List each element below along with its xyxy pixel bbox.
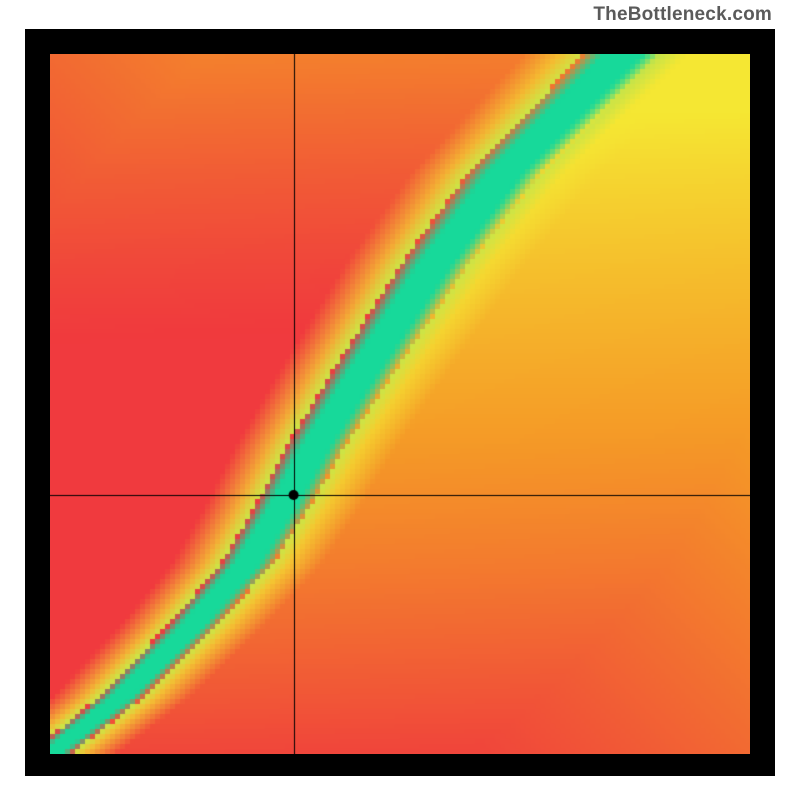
root-container: TheBottleneck.com xyxy=(0,0,800,800)
heatmap-canvas xyxy=(50,54,750,754)
chart-frame xyxy=(25,29,775,776)
plot-area xyxy=(50,54,750,754)
attribution-text: TheBottleneck.com xyxy=(593,4,772,26)
